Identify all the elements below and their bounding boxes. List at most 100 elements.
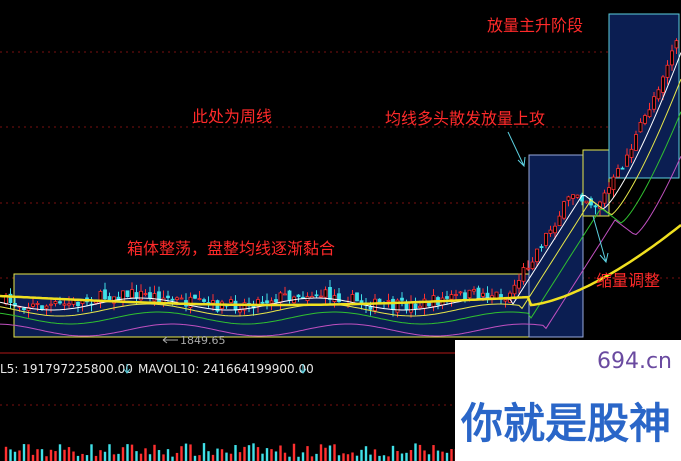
volume-bar bbox=[180, 446, 183, 461]
candle-body bbox=[395, 299, 400, 313]
volume-bar bbox=[382, 455, 386, 461]
price-label: 1849.65 bbox=[180, 334, 226, 347]
volume-bar bbox=[103, 451, 107, 461]
volume-bar bbox=[351, 452, 354, 461]
volume-bar bbox=[49, 449, 53, 461]
volume-bar bbox=[337, 455, 341, 461]
volume-bar bbox=[112, 454, 116, 461]
volume-bar bbox=[202, 443, 206, 461]
volume-bar bbox=[306, 446, 309, 461]
candle-body bbox=[278, 292, 283, 303]
candle-body bbox=[607, 187, 611, 194]
candle-body bbox=[368, 306, 373, 310]
candle-body bbox=[386, 300, 391, 302]
volume-bar bbox=[117, 453, 120, 461]
volume-bar bbox=[391, 445, 395, 461]
candle-body bbox=[31, 303, 35, 307]
candle-body bbox=[44, 305, 49, 309]
candle-body bbox=[643, 115, 647, 124]
volume-bar bbox=[67, 447, 71, 461]
candle-body bbox=[661, 76, 665, 93]
volume-bar bbox=[189, 444, 192, 461]
volume-bar bbox=[283, 452, 287, 461]
volume-bar bbox=[432, 445, 435, 461]
candle-body bbox=[215, 300, 220, 312]
candle-body bbox=[634, 134, 638, 151]
candle-body bbox=[229, 299, 233, 304]
watermark-panel bbox=[455, 340, 681, 461]
volume-bar bbox=[274, 451, 278, 461]
volume-bar bbox=[261, 453, 264, 461]
volume-bar bbox=[130, 444, 134, 461]
candle-body bbox=[463, 292, 467, 301]
candle-body bbox=[202, 299, 206, 302]
candle-body bbox=[458, 291, 463, 294]
volume-bar bbox=[328, 445, 332, 461]
volume-bar bbox=[162, 454, 165, 461]
candle-body bbox=[611, 176, 616, 191]
candle-body bbox=[413, 303, 418, 310]
candle-body bbox=[242, 302, 247, 311]
candle-body bbox=[472, 289, 476, 292]
candle-body bbox=[548, 229, 553, 234]
candle-body bbox=[652, 96, 656, 110]
volume-bar bbox=[40, 449, 44, 461]
volume-bar bbox=[364, 446, 368, 461]
volume-bar bbox=[166, 449, 170, 461]
volume-bar bbox=[13, 451, 17, 461]
candle-body bbox=[575, 194, 580, 198]
volume-bar bbox=[436, 450, 440, 461]
volume-bar bbox=[252, 443, 255, 461]
volume-bar bbox=[450, 449, 453, 461]
annotation: 箱体整荡，盘整均线逐渐黏合 bbox=[127, 239, 335, 258]
candle-body bbox=[53, 301, 58, 305]
ma-line bbox=[0, 111, 681, 325]
volume-bar bbox=[193, 455, 197, 461]
arrow bbox=[592, 215, 609, 264]
candle-body bbox=[125, 290, 130, 298]
volume-bar bbox=[238, 452, 242, 461]
candle-body bbox=[584, 200, 589, 204]
candle-body bbox=[143, 293, 148, 295]
ma-long bbox=[0, 224, 681, 307]
candle-body bbox=[296, 294, 301, 298]
volume-bar bbox=[58, 444, 62, 461]
volume-bar bbox=[135, 451, 138, 461]
volume-bar bbox=[229, 453, 233, 461]
volume-bar bbox=[441, 451, 444, 461]
candle-body bbox=[238, 309, 242, 313]
volume-bar bbox=[310, 456, 314, 461]
volume-bar bbox=[319, 444, 323, 461]
candle-body bbox=[269, 300, 274, 304]
candle-body bbox=[467, 289, 472, 299]
annotation-arrows bbox=[507, 131, 609, 264]
candle-body bbox=[152, 293, 157, 302]
volume-bar bbox=[256, 447, 260, 461]
candle-body bbox=[422, 298, 427, 309]
candle-body bbox=[265, 300, 269, 304]
volume-bar bbox=[148, 454, 152, 461]
candle-body bbox=[287, 290, 292, 301]
indicator: L5: 191797225800.00 bbox=[0, 362, 133, 376]
volume-bar bbox=[418, 444, 422, 461]
candle-body bbox=[148, 292, 152, 299]
volume-bar bbox=[216, 448, 219, 461]
candle-body bbox=[40, 305, 44, 310]
volume-bar bbox=[315, 453, 318, 461]
candle-body bbox=[58, 301, 62, 304]
candle-body bbox=[188, 296, 193, 308]
volume-bar bbox=[72, 451, 75, 461]
volume-bar bbox=[81, 453, 84, 461]
volume-bar bbox=[373, 449, 377, 461]
volume-bar bbox=[243, 446, 246, 461]
candle-body bbox=[656, 89, 661, 100]
box-main-rise bbox=[608, 13, 680, 179]
candle-body bbox=[373, 298, 377, 312]
candle-body bbox=[535, 248, 539, 263]
candle-body bbox=[566, 196, 571, 201]
candle-body bbox=[485, 292, 490, 298]
candle-body bbox=[103, 289, 107, 300]
volume-bar bbox=[63, 449, 66, 461]
candle-body bbox=[49, 303, 53, 306]
